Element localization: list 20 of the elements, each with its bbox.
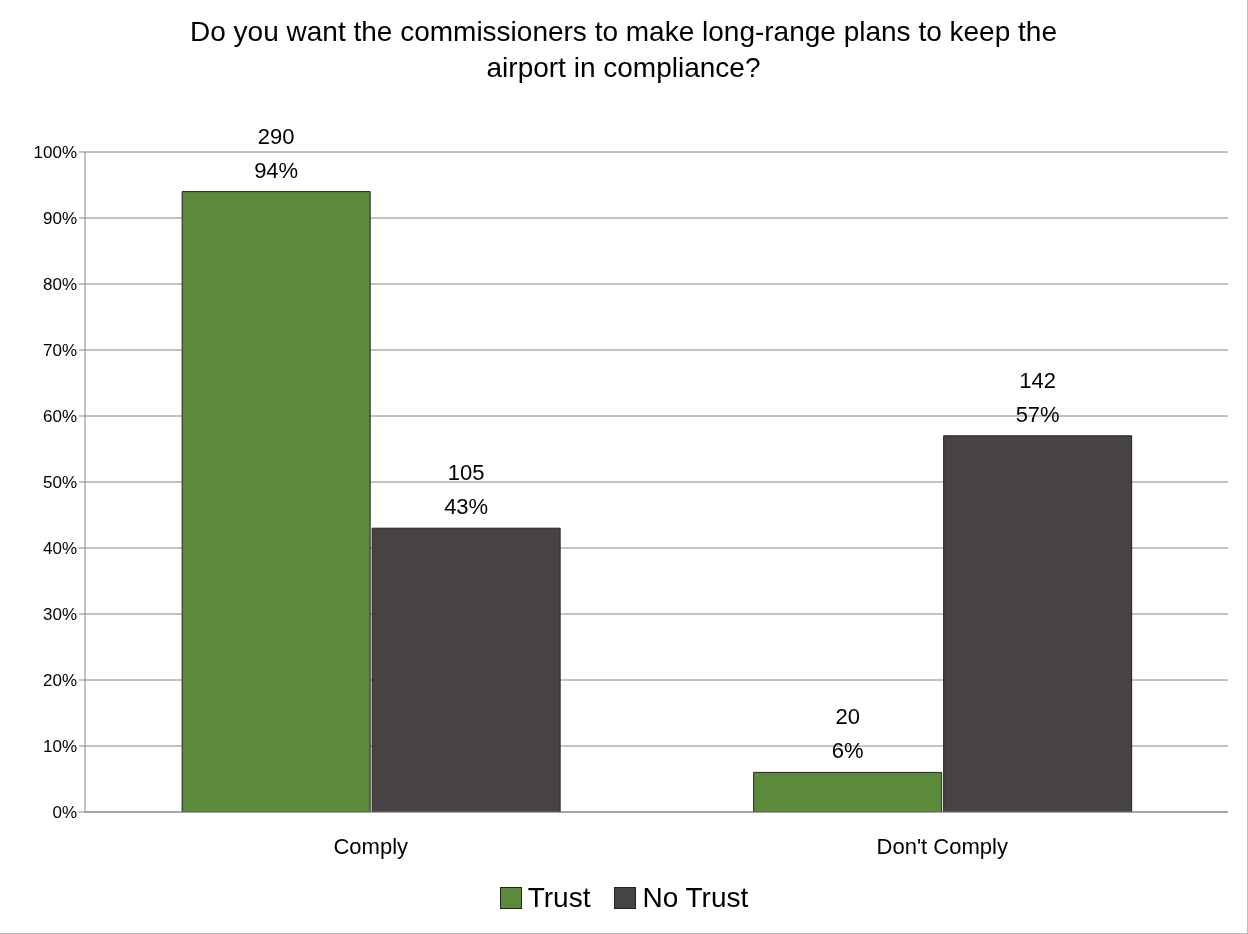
data-label: 105 43% [444, 460, 489, 520]
y-tick-label: 30% [42, 605, 77, 625]
chart-title: Do you want the commissioners to make long-range plans to keep the airport in compliance? [189, 15, 1058, 85]
y-tick-label: 80% [42, 275, 77, 295]
data-label: 290 94% [254, 123, 299, 183]
x-tick-label: Don't Comply [876, 833, 1008, 859]
y-tick-label: 0% [52, 803, 77, 823]
x-tick-label: Comply [333, 833, 409, 859]
y-tick-label: 90% [42, 209, 77, 229]
y-tick-label: 40% [42, 539, 77, 559]
y-tick-label: 100% [33, 143, 77, 163]
y-tick-label: 70% [42, 341, 77, 361]
legend-label: No Trust [642, 882, 749, 914]
y-tick-label: 10% [42, 737, 77, 757]
legend-label: Trust [527, 882, 591, 914]
data-label: 142 57% [1015, 367, 1060, 427]
y-tick-label: 20% [42, 671, 77, 691]
y-tick-label: 60% [42, 407, 77, 427]
data-label: 20 6% [831, 704, 864, 764]
y-tick-label: 50% [42, 473, 77, 493]
